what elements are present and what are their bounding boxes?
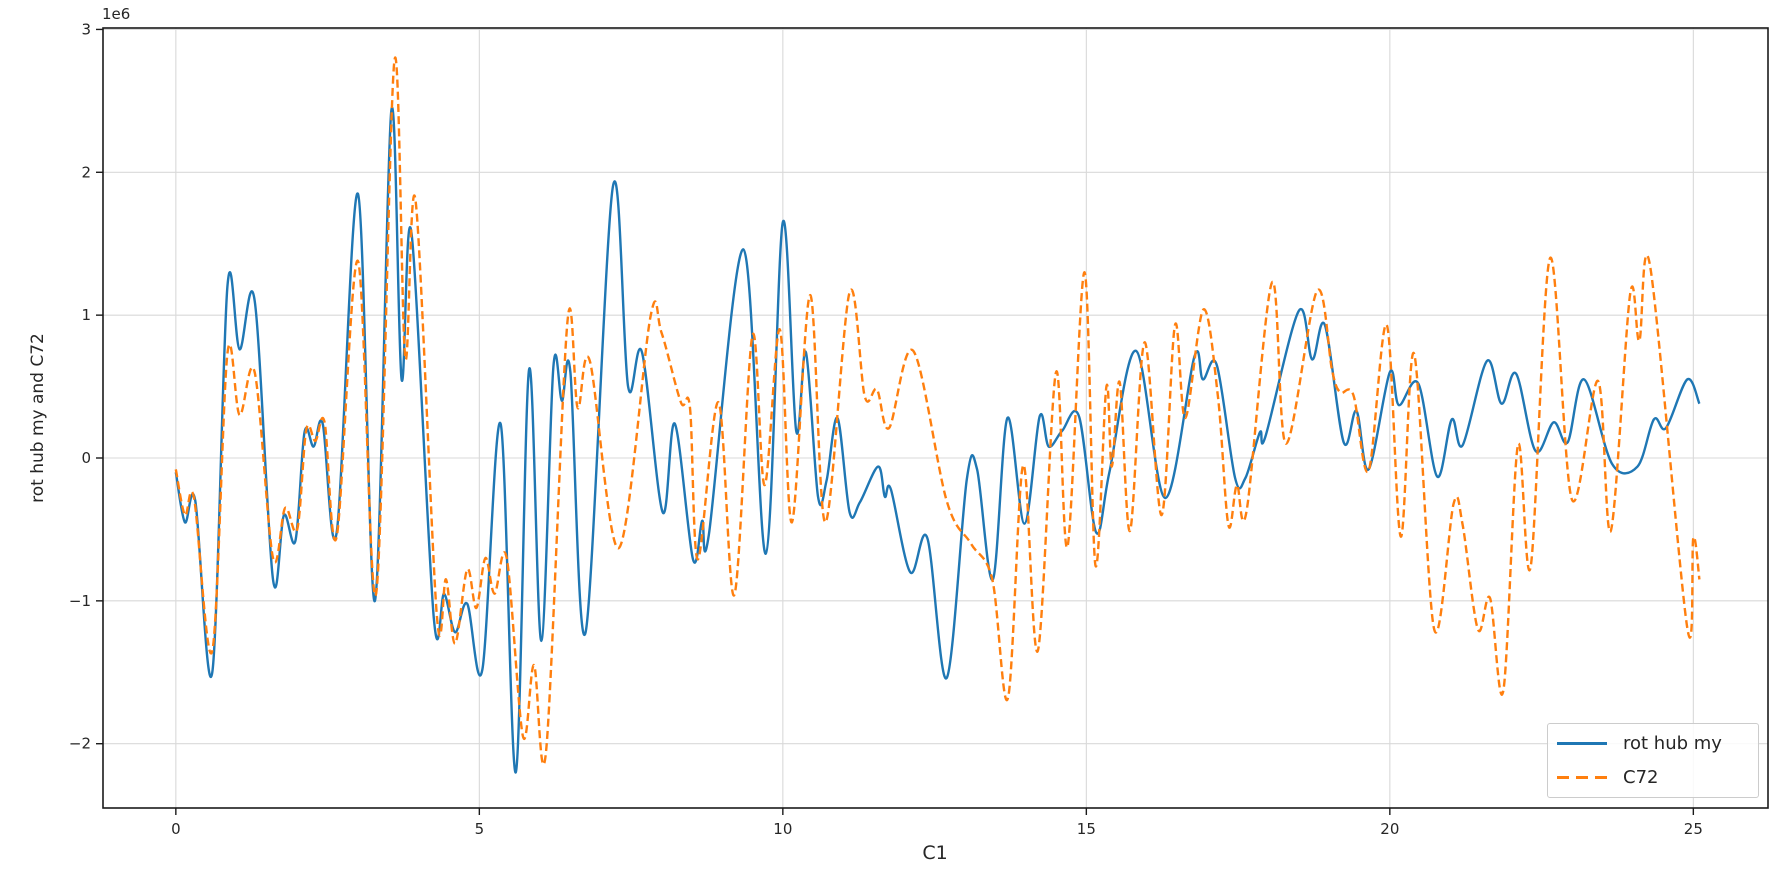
legend-line-dashed-icon xyxy=(1557,775,1607,779)
legend-line-solid-icon xyxy=(1557,742,1607,746)
y-axis-label: rot hub my and C72 xyxy=(28,333,48,503)
x-tick-label: 25 xyxy=(1684,820,1703,838)
grid xyxy=(103,28,1768,808)
y-tick-label: −1 xyxy=(69,592,91,610)
x-tick-label: 20 xyxy=(1380,820,1399,838)
y-tick-label: −2 xyxy=(69,735,91,753)
x-tick-label: 10 xyxy=(773,820,792,838)
legend-label: C72 xyxy=(1623,766,1659,788)
series-line-c72 xyxy=(174,56,1701,766)
x-tick-label: 15 xyxy=(1077,820,1096,838)
y-tick-label: 1 xyxy=(81,306,91,324)
legend-label: rot hub my xyxy=(1623,733,1722,755)
y-tick-label: 3 xyxy=(81,20,91,38)
legend-item-rot-hub-my: rot hub my xyxy=(1557,733,1758,754)
axis-ticks: 0 5 10 15 20 25 −2 −1 0 1 2 3 xyxy=(69,20,1703,838)
legend: rot hub my C72 xyxy=(1547,723,1759,798)
x-tick-label: 0 xyxy=(171,820,181,838)
y-tick-label: 0 xyxy=(81,449,91,467)
x-tick-label: 5 xyxy=(475,820,485,838)
y-tick-label: 2 xyxy=(81,163,91,181)
y-axis-offset-text: 1e6 xyxy=(102,5,131,23)
series-line-rot-hub-my xyxy=(174,106,1701,774)
series-group xyxy=(174,56,1701,774)
legend-item-c72: C72 xyxy=(1557,767,1758,788)
x-axis-label: C1 xyxy=(922,842,948,864)
plot-border xyxy=(102,27,1769,809)
